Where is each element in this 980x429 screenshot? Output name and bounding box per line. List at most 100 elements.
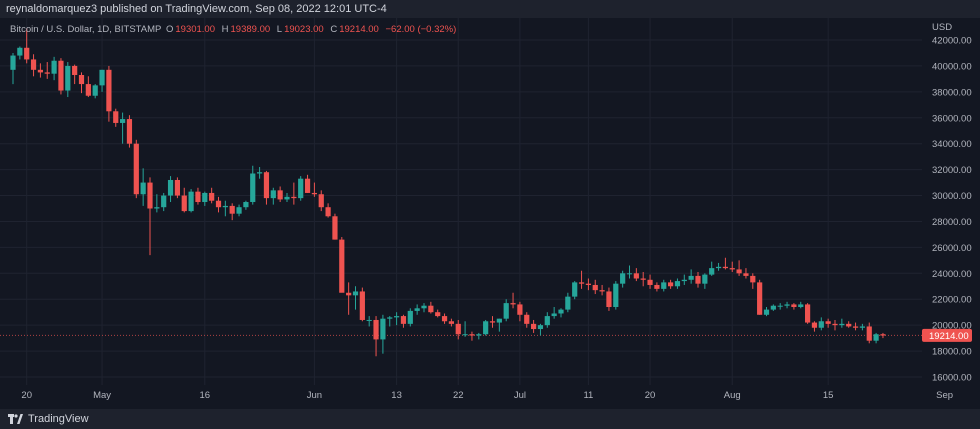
candle — [222, 200, 228, 217]
brand-name[interactable]: TradingView — [28, 413, 89, 425]
candle-body — [763, 309, 770, 315]
candle-body — [503, 303, 509, 319]
x-tick-label: 15 — [823, 390, 834, 401]
candle-body — [113, 111, 119, 123]
candle — [613, 281, 619, 310]
candle — [202, 191, 208, 206]
candle — [531, 319, 537, 333]
candle — [30, 54, 37, 77]
candle — [106, 65, 112, 122]
candle — [448, 318, 454, 327]
candle — [236, 204, 242, 217]
candle-body — [654, 284, 660, 289]
candle-body — [695, 275, 701, 284]
candle — [503, 299, 509, 322]
candle-body — [852, 326, 859, 328]
candle — [558, 308, 564, 318]
candle-body — [359, 291, 365, 320]
candle-body — [85, 84, 91, 96]
candle-body — [215, 200, 222, 208]
candle — [606, 287, 612, 311]
candle — [318, 190, 324, 212]
candle — [640, 272, 646, 287]
candle — [544, 312, 550, 328]
candle-body — [17, 47, 23, 56]
x-tick-label: 20 — [645, 390, 656, 401]
candle — [524, 312, 530, 328]
candle-body — [510, 303, 516, 305]
candle-body — [839, 323, 845, 326]
candle-body — [565, 296, 571, 310]
candle-body — [537, 325, 544, 330]
candle — [489, 316, 496, 328]
candle — [647, 274, 653, 289]
x-tick-label: 16 — [200, 390, 211, 401]
candle — [65, 62, 71, 98]
candle-body — [551, 313, 557, 317]
grid — [0, 18, 946, 385]
candle — [770, 304, 776, 311]
candle-body — [441, 316, 448, 322]
candle-body — [51, 60, 57, 74]
candle-body — [126, 119, 133, 144]
publisher-bar: reynaldomarquez3 published on TradingVie… — [0, 0, 980, 18]
price-axis-bg — [922, 18, 980, 409]
y-tick-label: 28000.00 — [932, 217, 972, 228]
candle-body — [866, 326, 872, 341]
candle-body — [24, 47, 30, 60]
candle — [298, 176, 304, 201]
candle-body — [332, 216, 338, 240]
candle — [174, 177, 180, 199]
candle-body — [462, 334, 468, 336]
x-tick-label: 22 — [453, 390, 464, 401]
candle — [729, 261, 735, 273]
candle-body — [291, 196, 297, 199]
candle — [798, 301, 804, 309]
candle-body — [873, 334, 879, 341]
candle — [407, 308, 413, 327]
candle — [852, 322, 859, 331]
last-price-tag: 19214.00 — [922, 328, 972, 342]
candle-body — [661, 282, 667, 289]
candle-body — [346, 292, 352, 296]
candle — [757, 279, 763, 315]
candle-body — [674, 281, 681, 287]
candle — [462, 321, 468, 337]
candle — [304, 174, 311, 193]
y-tick-label: 42000.00 — [932, 36, 972, 47]
x-tick-label: 20 — [21, 390, 32, 401]
candle-body — [37, 69, 43, 73]
candle — [51, 56, 57, 81]
y-tick-label: 32000.00 — [932, 165, 972, 176]
candle — [880, 332, 886, 339]
candle — [380, 314, 386, 354]
price-axis: 16000.00 18000.00 20000.00 22000.00 24000.00… — [932, 36, 972, 384]
candle-body — [811, 322, 818, 328]
close-field: C 19214.00 — [330, 24, 379, 35]
candle-body — [120, 119, 126, 123]
x-tick-label: 13 — [391, 390, 402, 401]
candle — [866, 322, 872, 344]
candle — [284, 192, 290, 203]
tradingview-logo-icon[interactable] — [8, 414, 23, 424]
low-field: L 19023.00 — [276, 24, 324, 35]
candle — [565, 292, 571, 313]
candle-body — [455, 323, 461, 335]
candle — [825, 318, 831, 328]
candle — [551, 307, 557, 319]
candle — [291, 182, 297, 205]
candle-body — [558, 309, 564, 314]
price-chart[interactable]: USD 16000.00 18000.00 20000.00 22000.00 2400… — [0, 18, 980, 409]
candle — [722, 257, 728, 270]
candle-body — [304, 178, 311, 193]
candle-body — [387, 317, 393, 319]
candle-body — [613, 283, 619, 308]
candle-body — [791, 304, 797, 308]
candle-body — [428, 305, 434, 313]
y-tick-label: 34000.00 — [932, 139, 972, 150]
candle — [270, 187, 276, 205]
candle-body — [352, 291, 359, 296]
candle — [250, 165, 256, 205]
candle-body — [805, 304, 811, 323]
candle-body — [263, 172, 270, 199]
